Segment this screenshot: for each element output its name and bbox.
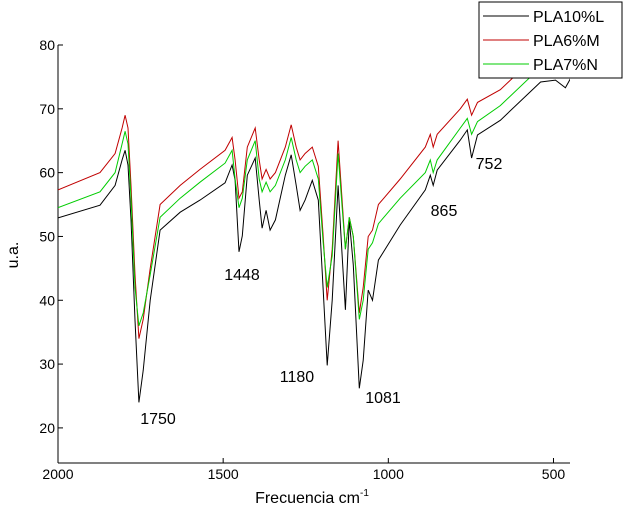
peak-annotation: 752 bbox=[476, 156, 503, 173]
peak-annotation: 1081 bbox=[365, 390, 401, 407]
y-axis-label: u.a. bbox=[5, 242, 22, 269]
y-tick-label: 70 bbox=[39, 101, 55, 117]
series-line bbox=[58, 78, 570, 403]
y-tick-label: 80 bbox=[39, 37, 55, 53]
x-axis-label-text: Frecuencia cm bbox=[255, 490, 360, 507]
series-line bbox=[58, 47, 570, 339]
x-axis-label: Frecuencia cm-1 bbox=[255, 488, 369, 507]
x-axis-label-sup: -1 bbox=[360, 488, 369, 499]
peak-annotation: 1750 bbox=[140, 411, 176, 428]
x-tick-label: 1000 bbox=[373, 466, 404, 482]
series-line bbox=[58, 57, 570, 326]
legend-label: PLA7%N bbox=[533, 57, 598, 74]
y-tick-label: 20 bbox=[39, 420, 55, 436]
x-tick-label: 2000 bbox=[42, 466, 73, 482]
y-tick-label: 40 bbox=[39, 292, 55, 308]
legend-label: PLA10%L bbox=[533, 9, 604, 26]
x-tick-label: 1500 bbox=[208, 466, 239, 482]
y-tick-label: 60 bbox=[39, 165, 55, 181]
y-tick-label: 30 bbox=[39, 356, 55, 372]
y-tick-label: 50 bbox=[39, 228, 55, 244]
peak-annotation: 865 bbox=[431, 203, 458, 220]
peak-annotation: 1180 bbox=[280, 369, 315, 386]
legend-label: PLA6%M bbox=[533, 33, 600, 50]
x-tick-label: 500 bbox=[542, 466, 566, 482]
peak-annotation: 1448 bbox=[224, 267, 260, 284]
